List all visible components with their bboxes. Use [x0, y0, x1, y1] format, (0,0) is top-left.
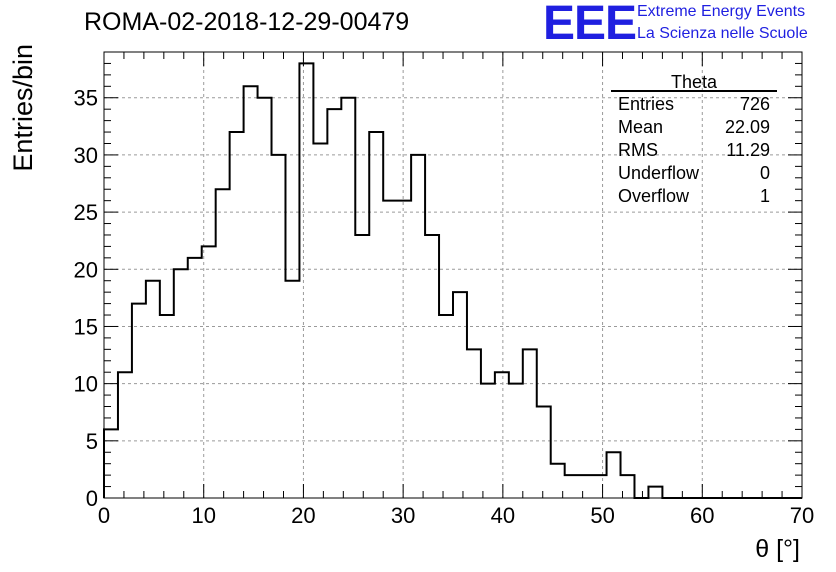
stats-title: Theta — [671, 72, 718, 92]
x-tick-label: 50 — [590, 503, 614, 528]
histogram-bin — [216, 189, 230, 498]
histogram-bin — [160, 315, 174, 498]
histogram-bin — [425, 235, 439, 498]
stats-label: Underflow — [618, 163, 700, 183]
y-tick-label: 15 — [74, 314, 98, 339]
stats-value: 22.09 — [725, 117, 770, 137]
x-tick-label: 10 — [191, 503, 215, 528]
histogram-bin — [551, 464, 565, 498]
histogram-bin — [369, 132, 383, 498]
y-axis-label: Entries/bin — [8, 44, 38, 172]
eee-logo: EEE — [543, 0, 637, 50]
logo-subtitle-2: La Scienza nelle Scuole — [637, 25, 808, 42]
stats-label: Mean — [618, 117, 663, 137]
y-tick-label: 25 — [74, 200, 98, 225]
histogram-bin — [411, 155, 425, 498]
x-tick-label: 70 — [790, 503, 814, 528]
histogram-bin — [341, 98, 355, 498]
y-tick-label: 5 — [86, 429, 98, 454]
histogram-bin — [299, 63, 313, 498]
histogram-bin — [132, 304, 146, 498]
y-tick-label: 30 — [74, 143, 98, 168]
stats-value: 11.29 — [726, 140, 770, 160]
histogram-bin — [397, 201, 411, 498]
stats-label: Entries — [618, 94, 674, 114]
histogram-bin — [258, 98, 272, 498]
histogram-bin — [537, 407, 551, 498]
stats-value: 0 — [760, 163, 770, 183]
histogram-bin — [202, 246, 216, 498]
stats-label: RMS — [618, 140, 658, 160]
histogram-bin — [230, 132, 244, 498]
x-axis-label: θ [°] — [755, 535, 800, 563]
histogram-bin — [621, 475, 635, 498]
run-title: ROMA-02-2018-12-29-00479 — [84, 8, 410, 36]
y-tick-label: 0 — [86, 486, 98, 511]
histogram-bin — [607, 452, 621, 498]
histogram-bin — [285, 281, 299, 498]
histogram-bin — [313, 143, 327, 498]
histogram-bin — [327, 109, 341, 498]
x-tick-label: 60 — [690, 503, 714, 528]
histogram-bin — [481, 384, 495, 498]
histogram-bin — [118, 372, 132, 498]
plot-frame — [103, 51, 803, 499]
histogram-bin — [495, 372, 509, 498]
x-tick-label: 20 — [291, 503, 315, 528]
histogram-outline — [103, 62, 802, 499]
histogram-bin — [648, 487, 662, 498]
histogram-bin — [383, 201, 397, 498]
histogram-bin — [272, 155, 286, 498]
histogram-bin — [188, 258, 202, 498]
y-tick-label: 10 — [74, 372, 98, 397]
histogram-bin — [467, 349, 481, 498]
y-tick-label: 20 — [74, 257, 98, 282]
histogram-bin — [146, 281, 160, 498]
stats-label: Overflow — [618, 186, 690, 206]
x-tick-label: 0 — [98, 503, 110, 528]
histogram-bin — [579, 475, 593, 498]
histogram-bin — [565, 475, 579, 498]
histogram-bin — [593, 475, 607, 498]
x-tick-label: 40 — [491, 503, 515, 528]
logo-subtitle-1: Extreme Energy Events — [637, 3, 806, 20]
histogram-bin — [523, 349, 537, 498]
stats-value: 1 — [760, 186, 770, 206]
histogram-bin — [509, 384, 523, 498]
histogram-bin — [453, 292, 467, 498]
histogram-bin — [174, 269, 188, 498]
x-tick-label: 30 — [391, 503, 415, 528]
histogram-bin — [439, 315, 453, 498]
y-tick-label: 35 — [74, 86, 98, 111]
histogram-bin — [355, 235, 369, 498]
histogram-bin — [244, 86, 258, 498]
histogram-bin — [104, 429, 118, 498]
stats-value: 726 — [740, 94, 770, 114]
